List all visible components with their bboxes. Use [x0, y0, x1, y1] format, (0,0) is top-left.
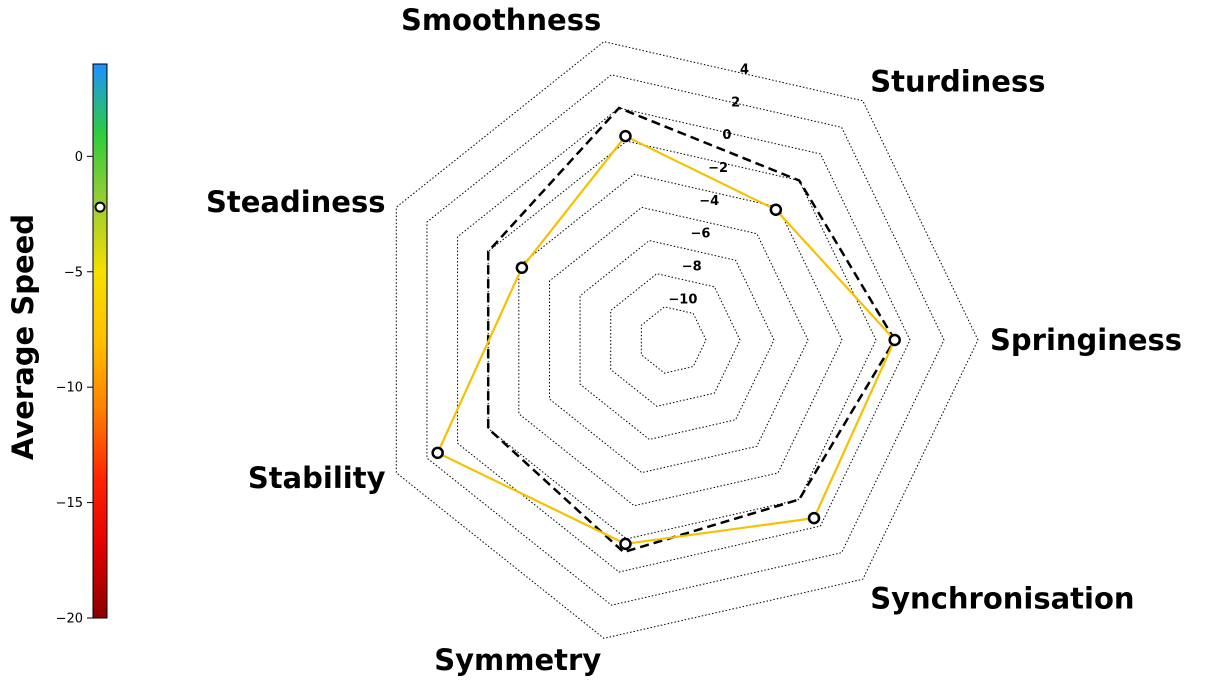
- ring-tick-label: −2: [708, 161, 728, 176]
- colorbar-tick-label: −20: [56, 612, 83, 627]
- series-line: [436, 134, 897, 545]
- series-point: [619, 129, 632, 143]
- series-point: [515, 261, 529, 274]
- axis-label: Stability: [248, 461, 386, 495]
- radar-labels: −10 −8 −6 −4 −2 0 2 4 Springiness Sturdiness Smoot…: [206, 3, 1182, 677]
- axis-label: Smoothness: [401, 3, 601, 37]
- series-point: [769, 203, 783, 216]
- colorbar-tick-label: 0: [75, 150, 83, 165]
- ring-tick-label: 4: [740, 63, 749, 78]
- ring-tick-label: −4: [699, 194, 719, 209]
- colorbar-tick-label: −5: [64, 265, 83, 280]
- colorbar: 0 −5 −10 −15 −20 Average Speed: [6, 63, 108, 627]
- ring-tick-label: −8: [682, 260, 702, 275]
- grid-ring: [426, 74, 945, 606]
- series-point: [807, 511, 821, 525]
- axis-label: Sturdiness: [870, 64, 1045, 98]
- colorbar-gradient: [92, 63, 108, 619]
- axis-label: Symmetry: [434, 643, 601, 677]
- grid-ring: [610, 273, 741, 407]
- axis-label: Steadiness: [206, 185, 386, 219]
- ring-tick-label: −6: [690, 227, 710, 242]
- axis-label: Springiness: [990, 323, 1182, 357]
- radar-series: [431, 106, 901, 554]
- ring-tick-label: −10: [668, 292, 697, 307]
- grid-ring: [487, 140, 877, 540]
- ring-tick-label: 2: [731, 95, 740, 110]
- series-point: [888, 333, 901, 347]
- grid-ring: [579, 240, 775, 440]
- grid-ring: [548, 206, 809, 474]
- colorbar-title: Average Speed: [6, 214, 40, 460]
- axis-label: Synchronisation: [870, 582, 1134, 616]
- colorbar-tick-label: −10: [56, 381, 83, 396]
- colorbar-tick-label: −15: [56, 496, 83, 511]
- series-point: [619, 537, 632, 551]
- ring-tick-label: 0: [722, 128, 731, 143]
- series-point: [431, 446, 444, 460]
- grid-ring: [518, 173, 843, 507]
- colorbar-marker: [94, 201, 106, 213]
- grid-ring: [640, 306, 707, 374]
- grid-ring: [457, 107, 911, 573]
